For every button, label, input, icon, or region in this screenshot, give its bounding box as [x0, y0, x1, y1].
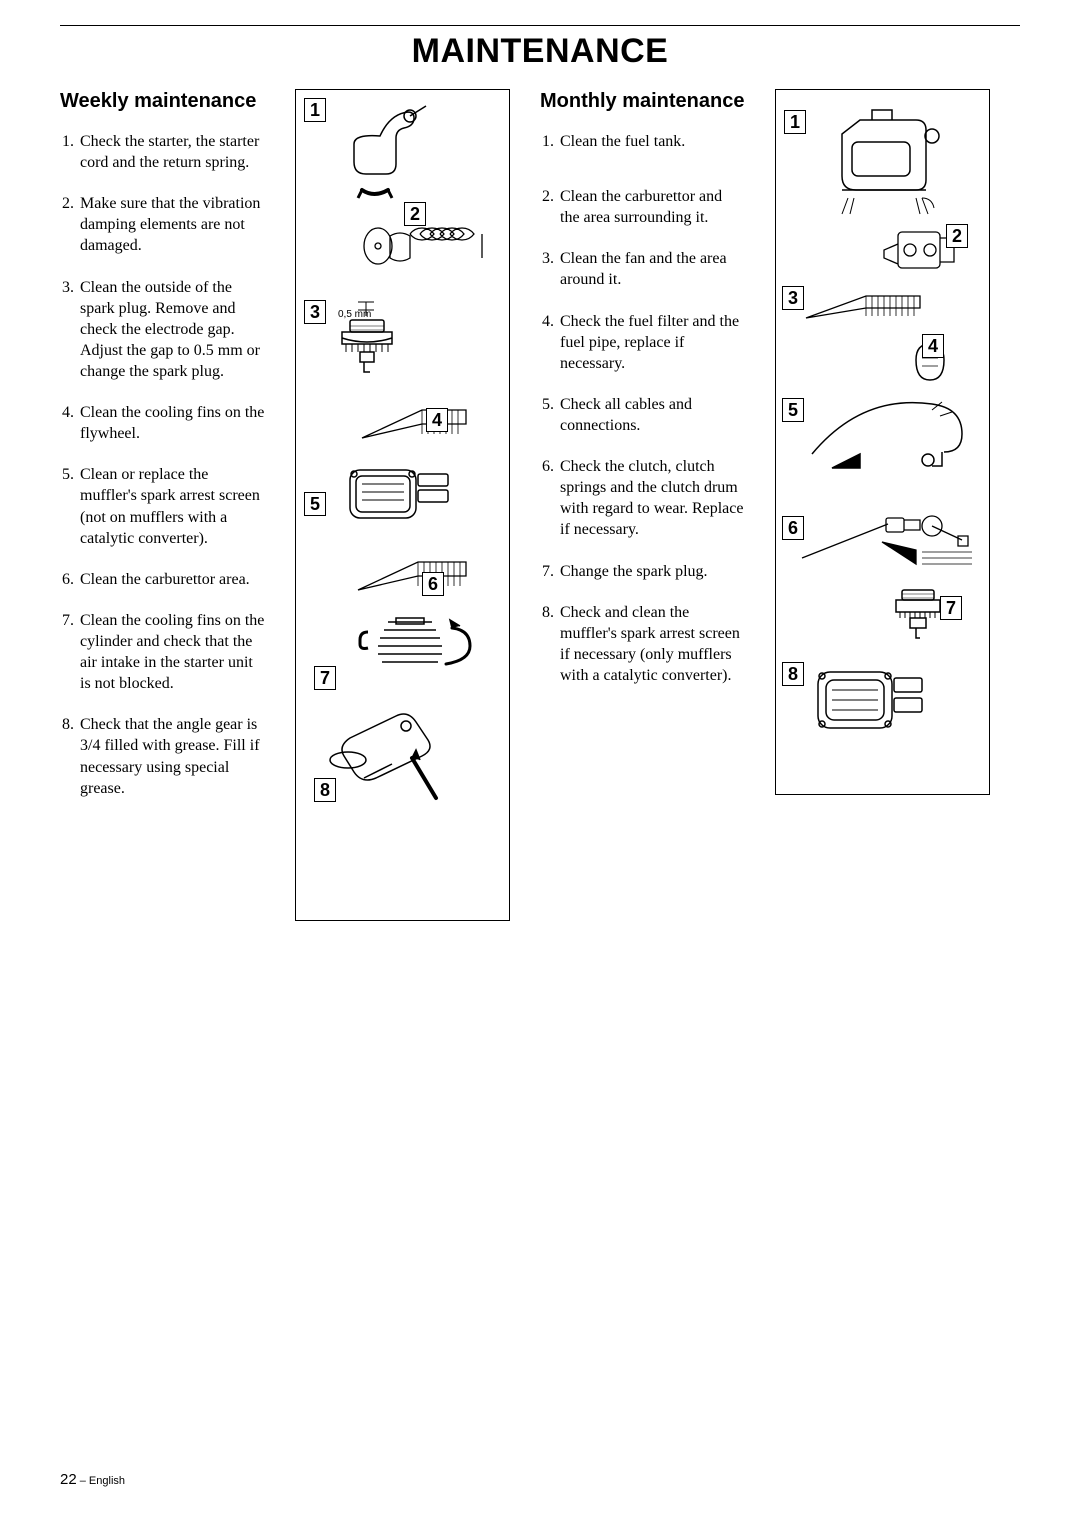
brush-icon [302, 386, 502, 456]
list-item: Check the clutch, clutch springs and the… [558, 456, 745, 540]
fig-label-8: 8 [314, 778, 336, 802]
brush-icon [302, 538, 502, 608]
muffler-icon [302, 456, 502, 538]
fig-label-5: 5 [304, 492, 326, 516]
list-item: Check that the angle gear is 3/4 filled … [78, 714, 265, 798]
fig-label-2: 2 [404, 202, 426, 226]
monthly-text-column: Monthly maintenance Clean the fuel tank.… [540, 89, 745, 706]
page-footer: 22 – English [60, 1471, 125, 1488]
list-item: Check and clean the muffler's spark arre… [558, 602, 745, 686]
weekly-figure-column: 1 2 [295, 89, 510, 921]
list-item: Clean the fan and the area around it. [558, 248, 745, 290]
brush-icon [782, 278, 982, 334]
page-number: 22 [60, 1471, 77, 1488]
fig-label-m7: 7 [940, 596, 962, 620]
fig-label-m1: 1 [784, 110, 806, 134]
list-item: Clean the carburettor area. [78, 569, 265, 590]
list-item: Check the starter, the starter cord and … [78, 131, 265, 173]
fig-label-7: 7 [314, 666, 336, 690]
list-item: Clean or replace the muffler's spark arr… [78, 464, 265, 548]
fig-label-m2: 2 [946, 224, 968, 248]
list-item: Check all cables and connections. [558, 394, 745, 436]
muffler-cat-icon [782, 652, 982, 760]
weekly-list: Check the starter, the starter cord and … [60, 131, 265, 799]
footer-language: English [89, 1475, 125, 1487]
page-title: MAINTENANCE [60, 32, 1020, 71]
fig-label-4: 4 [426, 408, 448, 432]
monthly-figure-column: 1 2 [775, 89, 990, 795]
monthly-heading: Monthly maintenance [540, 89, 745, 113]
fig-label-m8: 8 [782, 662, 804, 686]
list-item: Clean the outside of the spark plug. Rem… [78, 277, 265, 383]
list-item: Clean the fuel tank. [558, 131, 745, 152]
monthly-list: Clean the fuel tank. Clean the carburett… [540, 131, 745, 686]
fuel-tank-icon [782, 98, 982, 238]
cables-icon [782, 390, 982, 502]
list-item: Change the spark plug. [558, 561, 745, 582]
fuel-filter-icon [782, 330, 982, 392]
list-item: Check the fuel filter and the fuel pipe,… [558, 311, 745, 374]
clutch-icon [782, 502, 982, 588]
damper-icon [302, 206, 502, 290]
fig-label-3: 3 [304, 300, 326, 324]
list-item: Clean the cooling fins on the cylinder a… [78, 610, 265, 694]
spark-plug-icon [302, 290, 502, 386]
gap-note: 0,5 mm [338, 309, 371, 320]
starter-icon [302, 98, 502, 206]
fig-label-m5: 5 [782, 398, 804, 422]
fig-label-m3: 3 [782, 286, 804, 310]
weekly-text-column: Weekly maintenance Check the starter, th… [60, 89, 265, 819]
fig-label-1: 1 [304, 98, 326, 122]
weekly-heading: Weekly maintenance [60, 89, 265, 113]
fig-label-m6: 6 [782, 516, 804, 540]
footer-sep: – [77, 1475, 89, 1487]
list-item: Clean the carburettor and the area surro… [558, 186, 745, 228]
fig-label-6: 6 [422, 572, 444, 596]
list-item: Make sure that the vibration damping ele… [78, 193, 265, 256]
list-item: Clean the cooling fins on the flywheel. [78, 402, 265, 444]
fig-label-m4: 4 [922, 334, 944, 358]
top-rule [60, 25, 1020, 26]
